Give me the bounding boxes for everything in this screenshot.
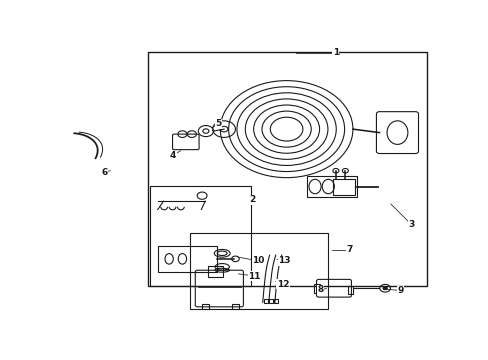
Bar	[208, 266, 222, 278]
Bar	[148, 51, 426, 286]
Bar	[189, 233, 327, 309]
Bar	[332, 179, 354, 195]
Circle shape	[382, 287, 386, 290]
Bar	[232, 304, 239, 309]
Bar	[268, 299, 272, 303]
Text: 9: 9	[396, 286, 403, 295]
Bar	[202, 304, 208, 309]
Bar	[264, 299, 267, 303]
Text: 7: 7	[345, 245, 352, 254]
Bar	[158, 246, 216, 272]
Text: 1: 1	[332, 48, 338, 57]
Text: 11: 11	[247, 271, 260, 280]
Text: 10: 10	[251, 256, 264, 265]
Text: 13: 13	[278, 256, 290, 265]
Text: 12: 12	[276, 280, 288, 289]
Text: 4: 4	[169, 151, 176, 160]
Bar	[150, 186, 250, 286]
Bar	[314, 284, 319, 293]
Text: 3: 3	[407, 220, 414, 229]
Text: 6: 6	[102, 168, 108, 177]
Text: 5: 5	[215, 119, 221, 128]
Bar	[274, 299, 277, 303]
Bar	[307, 176, 356, 197]
Text: 2: 2	[249, 195, 255, 204]
Text: 8: 8	[317, 285, 323, 294]
Bar	[347, 286, 352, 294]
